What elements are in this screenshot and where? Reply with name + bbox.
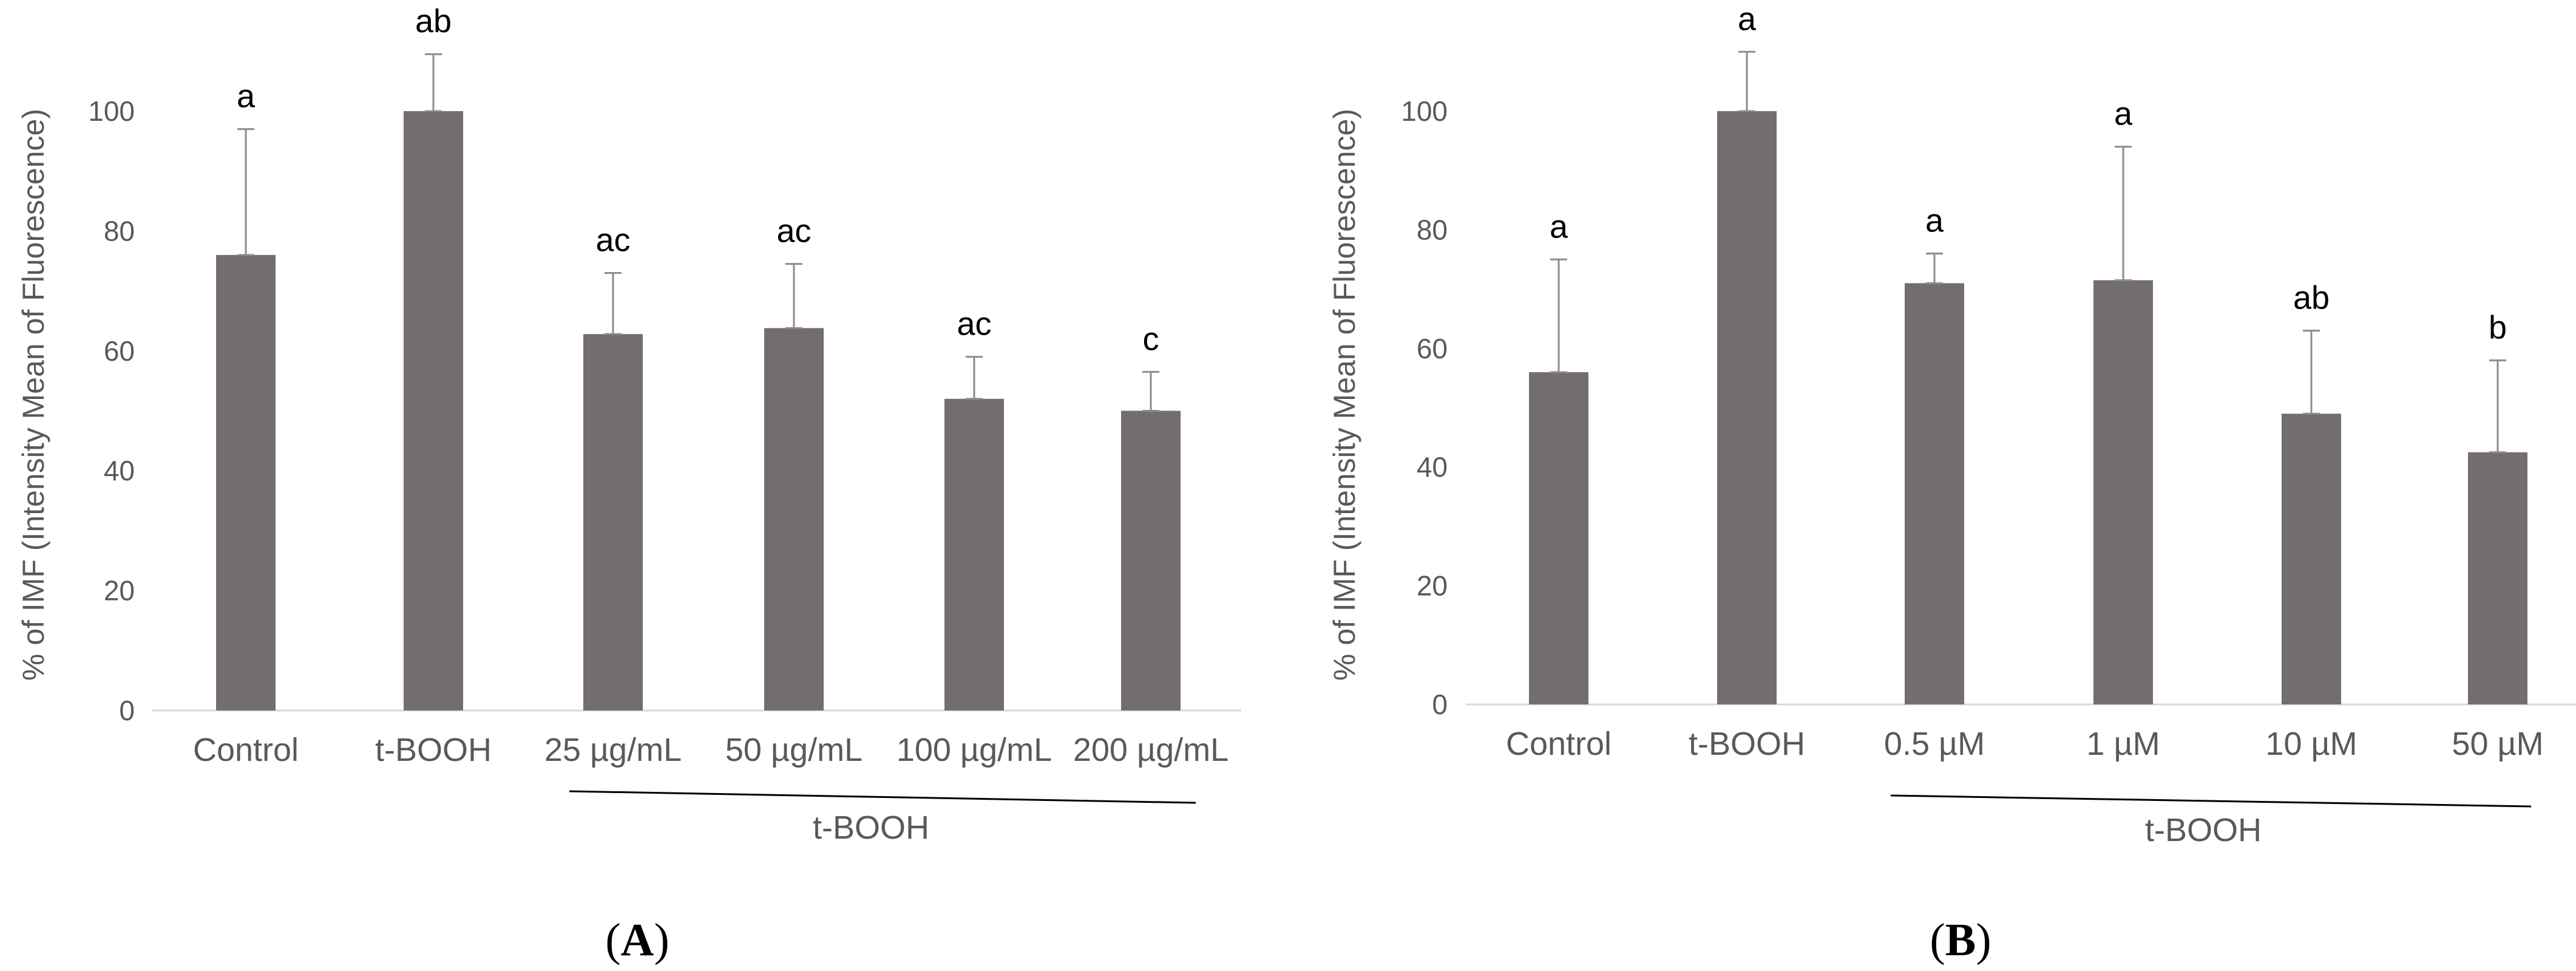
significance-label: a (1550, 208, 1568, 245)
category-label: 50 µg/mL (725, 732, 863, 768)
bar (216, 254, 276, 710)
panel-letter: A (621, 915, 654, 966)
error-bar (2115, 146, 2132, 281)
bar (1905, 283, 1964, 705)
y-tick-label: 60 (1417, 333, 1448, 364)
chart-panel-b: % of IMF (Intensity Mean of Fluorescence… (1327, 1, 2576, 966)
significance-label: c (1143, 321, 1159, 357)
error-bar (2303, 329, 2320, 415)
significance-label: a (2114, 96, 2133, 132)
y-tick-label: 20 (1417, 570, 1448, 602)
y-tick-label: 80 (1417, 214, 1448, 245)
significance-label: a (1925, 202, 1944, 239)
chart-panel-a: % of IMF (Intensity Mean of Fluorescence… (16, 3, 1241, 966)
error-bar (1738, 50, 1755, 112)
bar (1121, 411, 1181, 710)
group-bracket-line (569, 790, 1196, 804)
y-tick-label: 80 (104, 215, 135, 247)
y-tick-label: 40 (1417, 451, 1448, 483)
significance-label: ab (415, 3, 452, 39)
error-bar (1550, 258, 1567, 373)
bars (1529, 111, 2527, 705)
y-tick-label: 0 (1432, 689, 1448, 720)
significance-label: ac (776, 213, 811, 250)
bar (1717, 111, 1777, 704)
category-labels: Control t-BOOH 0.5 µM 1 µM 10 µM 50 µM (1506, 726, 2544, 762)
bar (2468, 452, 2527, 704)
error-bar (605, 271, 622, 335)
error-bar (1926, 252, 1943, 284)
y-tick-labels: 0 20 40 60 80 100 (1401, 95, 1448, 720)
bar (764, 328, 824, 710)
bars (216, 111, 1181, 710)
significance-label: a (237, 78, 256, 115)
bar (2093, 280, 2153, 704)
category-label: 100 µg/mL (897, 732, 1052, 768)
error-bar (1142, 370, 1159, 412)
significance-label: a (1738, 1, 1757, 37)
group-label: t-BOOH (813, 809, 929, 846)
y-tick-label: 40 (104, 455, 135, 486)
category-label: t-BOOH (1689, 726, 1805, 762)
category-label: 10 µM (2265, 726, 2357, 762)
error-bar (785, 263, 802, 329)
significance-label: ac (595, 222, 630, 258)
bar (944, 398, 1004, 710)
y-tick-label: 100 (1401, 95, 1448, 127)
category-label: 200 µg/mL (1073, 732, 1229, 768)
bar (2282, 414, 2341, 704)
y-tick-label: 20 (104, 575, 135, 607)
error-bar (966, 356, 983, 400)
category-label: t-BOOH (375, 732, 492, 768)
y-axis-label: % of IMF (Intensity Mean of Fluorescence… (1327, 109, 1361, 681)
error-bars (1550, 50, 2506, 454)
significance-label: ab (2293, 279, 2330, 316)
panel-label: (B) (1930, 915, 1991, 966)
y-tick-label: 100 (88, 95, 135, 127)
y-tick-label: 60 (104, 335, 135, 367)
category-label: 50 µM (2452, 726, 2543, 762)
significance-labels: a a a a ab b (1550, 1, 2507, 346)
group-bracket-line (1890, 794, 2532, 808)
category-label: Control (193, 732, 299, 768)
category-label: Control (1506, 726, 1612, 762)
bar (583, 334, 643, 710)
error-bar (237, 128, 254, 256)
error-bar (2489, 359, 2506, 454)
category-label: 25 µg/mL (544, 732, 682, 768)
significance-labels: a ab ac ac ac c (237, 3, 1159, 357)
error-bar (425, 53, 442, 112)
error-bars (237, 53, 1159, 412)
y-tick-labels: 0 20 40 60 80 100 (88, 95, 135, 726)
y-axis-label: % of IMF (Intensity Mean of Fluorescence… (16, 109, 50, 681)
bar (404, 111, 463, 710)
y-tick-label: 0 (119, 695, 135, 726)
group-label: t-BOOH (2145, 812, 2262, 848)
bar (1529, 372, 1588, 704)
significance-label: b (2489, 309, 2507, 346)
significance-label: ac (957, 306, 991, 342)
category-label: 0.5 µM (1884, 726, 1985, 762)
category-labels: Control t-BOOH 25 µg/mL 50 µg/mL 100 µg/mL 20… (193, 732, 1229, 768)
panel-letter: B (1945, 915, 1976, 966)
category-label: 1 µM (2086, 726, 2160, 762)
panel-label: (A) (605, 915, 669, 966)
